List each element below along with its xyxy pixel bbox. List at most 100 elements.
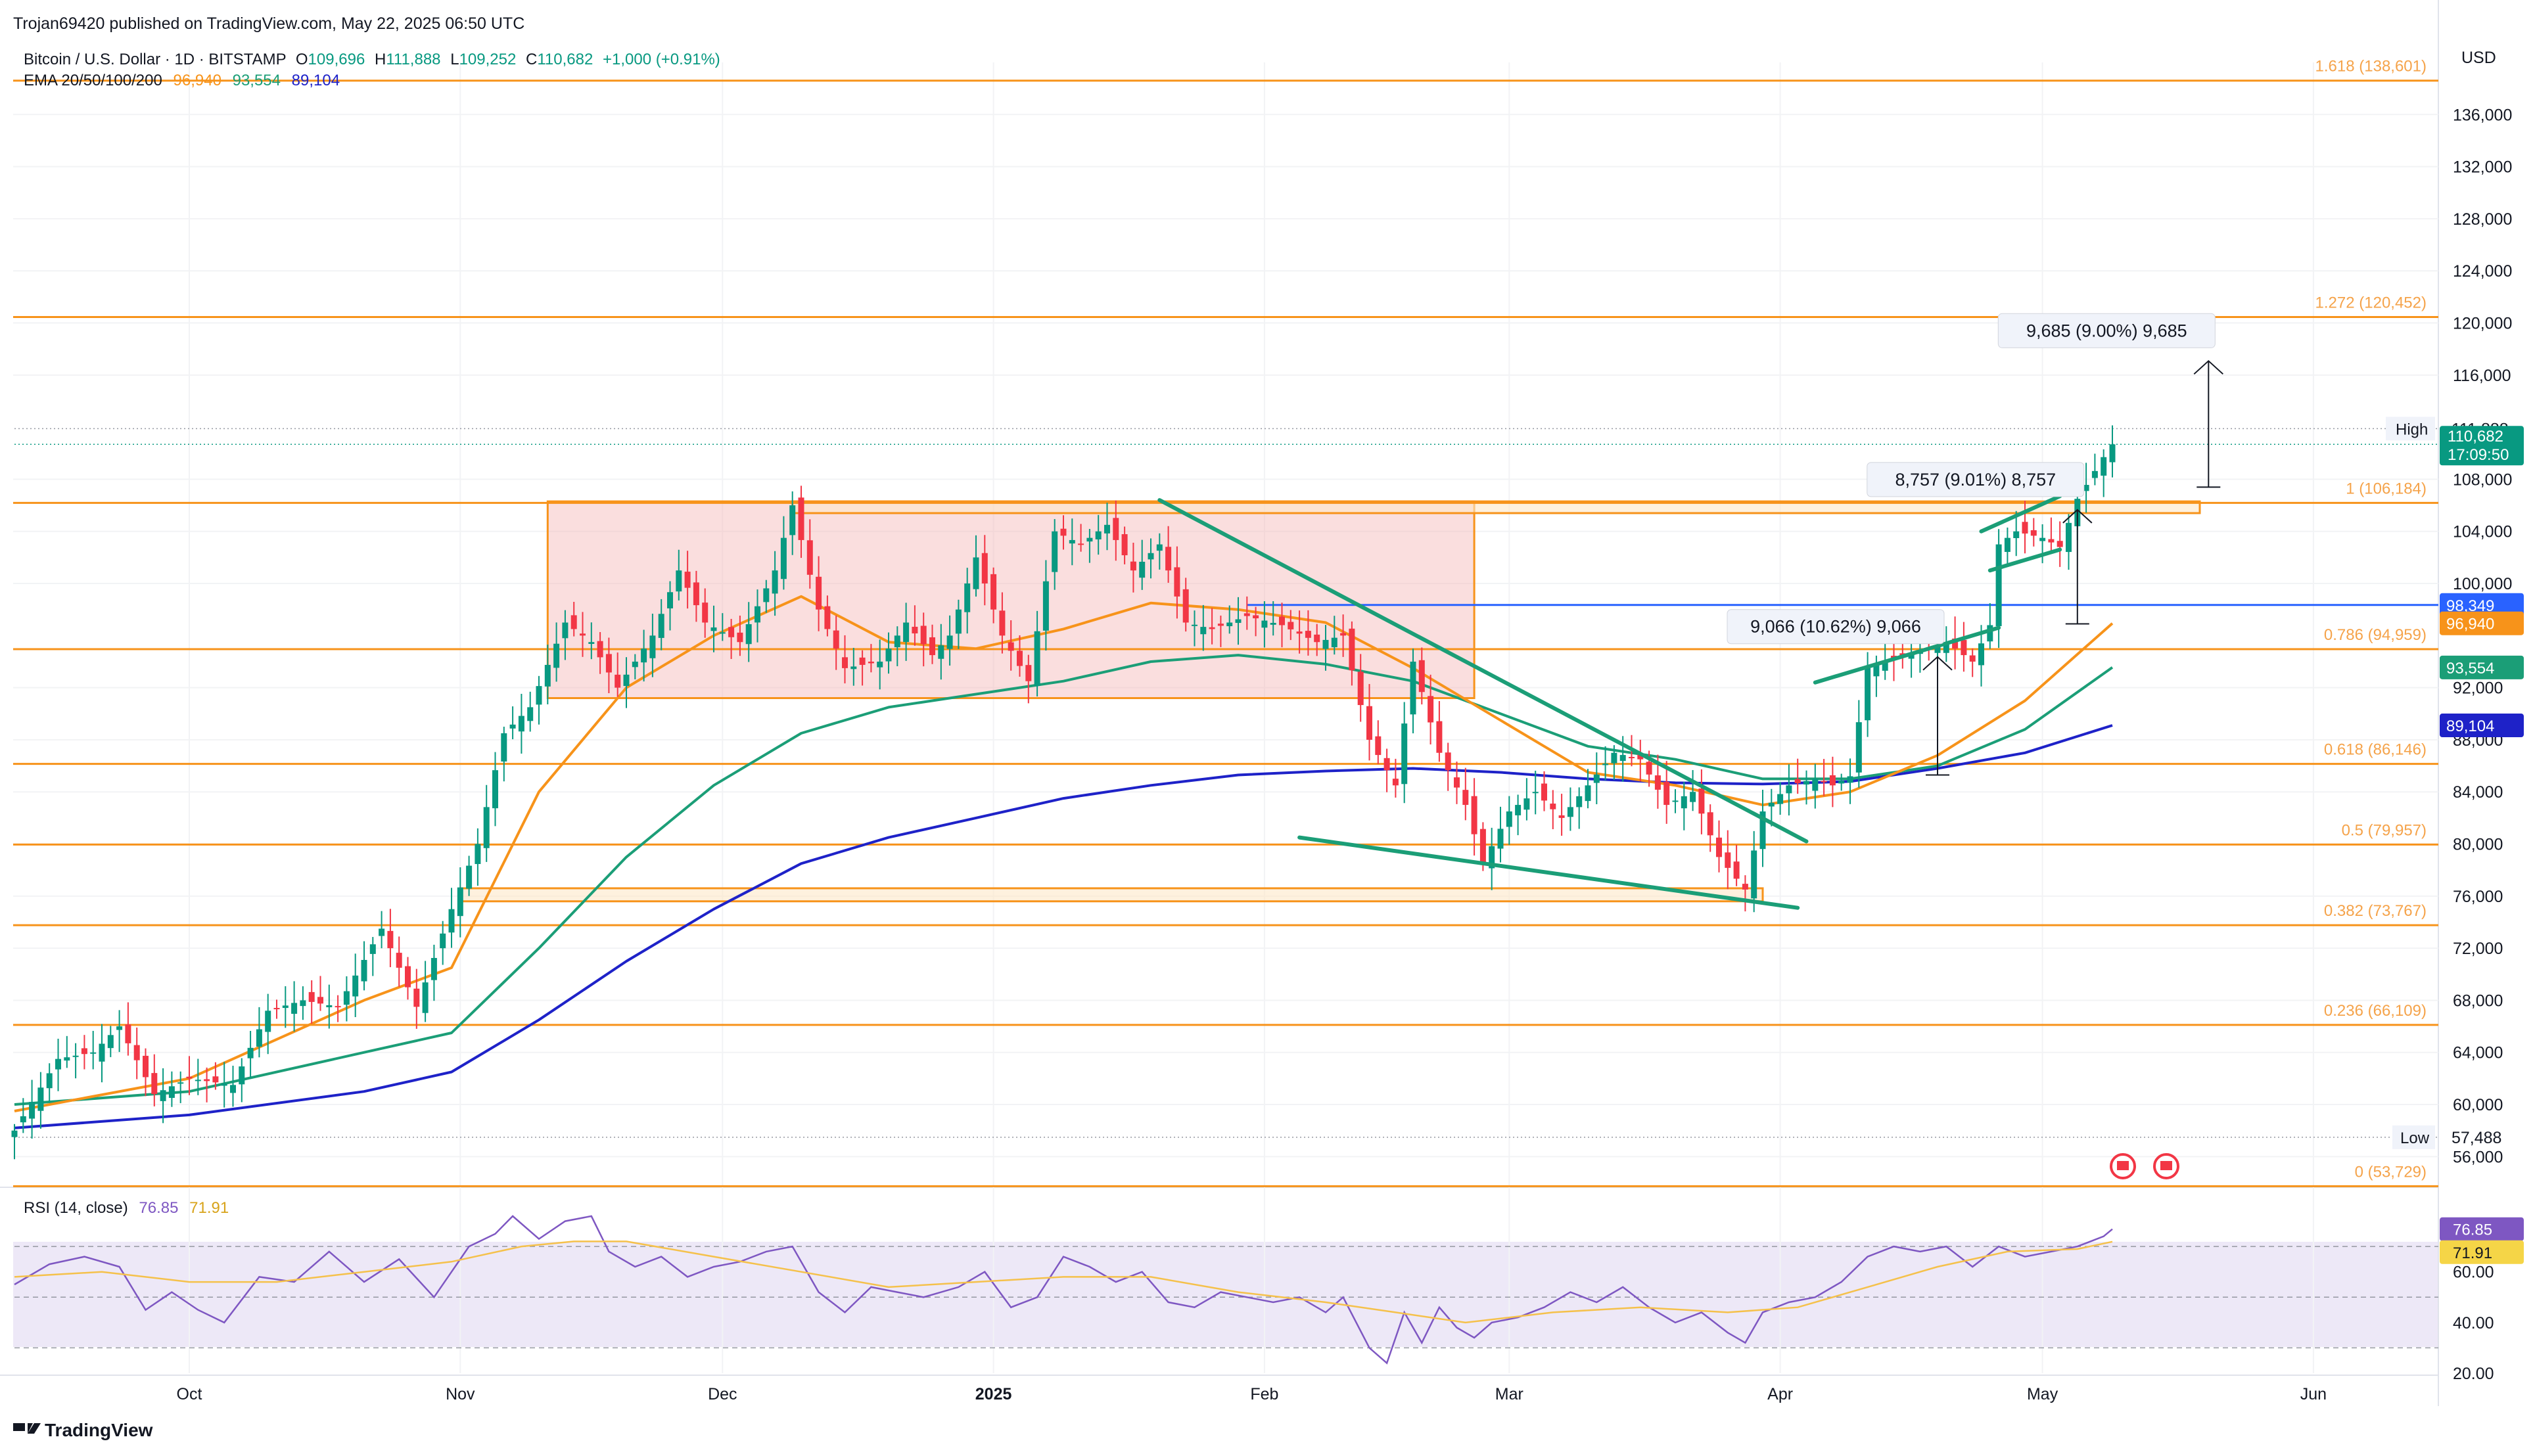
fib-label: 0.382 (73,767) [2324,902,2427,920]
support-box[interactable] [459,887,1764,903]
candle-body [177,1082,184,1084]
price-badge [2440,611,2524,635]
rsi-tick-label: 20.00 [2453,1365,2494,1383]
candle-body [1855,722,1862,773]
low-label: Low [2400,1129,2430,1147]
candle-body [308,991,315,1002]
candle-body [72,1055,79,1057]
candle-body [1235,619,1242,624]
candle-body [1217,624,1224,626]
candle-body [1943,642,1949,653]
fib-label: 0.786 (94,959) [2324,626,2427,644]
candle-body [64,1057,70,1061]
price-tick-label: 124,000 [2453,262,2512,281]
candle-body [1768,802,1775,807]
candle-body [116,1026,123,1030]
rsi-ma-text: 71.91 [2453,1244,2492,1262]
event-flag-icon[interactable] [2153,1153,2179,1179]
tradingview-logo[interactable]: TradingView [13,1420,153,1440]
candle-body [501,733,507,762]
candle-body [509,724,516,729]
candle-body [684,572,691,588]
trendline[interactable] [1813,626,2001,685]
candle-body [1113,518,1119,540]
candle-body [632,661,638,668]
candle-body [1847,776,1853,783]
candle-body [168,1086,175,1098]
trendline[interactable] [1157,498,1809,844]
rsi-legend[interactable]: RSI (14, close) 76.85 71.91 [24,1199,229,1217]
candle-body [160,1090,166,1101]
candle-body [282,1005,289,1009]
candle-body [885,648,892,662]
fib-label: 1.618 (138,601) [2315,58,2427,76]
measurements[interactable]: 9,685 (9.00%) 9,685 8,757 (9.01%) 8,757 9,… [1727,313,2223,776]
price-tick-label: 108,000 [2453,470,2512,489]
candle-body [1611,752,1617,763]
currency-label[interactable]: USD [2461,49,2496,67]
trendline[interactable] [1979,494,2062,534]
candle-body [780,537,787,580]
price-tick-label: 104,000 [2453,523,2512,541]
measure-label-bg [1727,609,1945,645]
rsi-ma-badge [2440,1240,2524,1264]
time-tick-label: May [2027,1385,2058,1403]
candle-body [1532,792,1539,794]
time-tick-label: Nov [446,1385,475,1403]
candle-body [1987,625,1993,642]
candle-body [2091,470,2098,478]
trendlines[interactable] [1157,494,2062,910]
candle-body [868,662,874,664]
time-tick-label: 2025 [975,1385,1012,1403]
candle-body [483,807,490,848]
measure-label: 9,685 (9.00%) 9,685 [2026,321,2187,340]
time-axis[interactable]: Oct Nov Dec 2025 Feb Mar Apr May Jun [177,1385,2327,1403]
fib-label: 0.236 (66,109) [2324,1002,2427,1020]
candle-body [430,958,437,980]
candle-body [527,707,534,721]
candle-body [1619,755,1626,762]
fib-label: 0 (53,729) [2355,1163,2427,1181]
candle-body [273,1008,280,1010]
fib-label: 1.272 (120,452) [2315,294,2427,312]
time-tick-label: Mar [1495,1385,1523,1403]
candle-body [37,1087,44,1111]
candle-body [1357,671,1364,706]
candle-body [2022,522,2028,534]
rsi-value-badge [2440,1217,2524,1241]
candle-body [413,988,420,1007]
tv-logo-icon [13,1423,41,1434]
candle-body [789,505,796,535]
candle-body [833,630,839,649]
candle-body [536,686,542,705]
candle-body [1052,531,1058,572]
candle-body [475,844,481,865]
candle-body [195,1080,201,1081]
event-flag-icon[interactable] [2110,1153,2136,1179]
trendline[interactable] [1297,835,1800,910]
candle-body [1253,615,1259,619]
ema-legend[interactable]: EMA 20/50/100/200 96,940 93,554 89,104 [24,72,340,89]
candle-body [1261,620,1268,628]
candle-body [1978,643,1984,666]
candle-body [379,928,385,936]
trendline[interactable] [1987,547,2062,573]
candle-body [1148,553,1154,560]
price-badge [2440,655,2524,679]
symbol-title[interactable]: Bitcoin / U.S. Dollar · 1D · BITSTAMP O1… [24,51,720,68]
price-badge-text: 89,104 [2446,717,2494,735]
candle-body [1585,785,1591,802]
candle-body [1777,794,1784,804]
candle-body [1489,846,1495,869]
candle-body [2057,541,2063,547]
candle-body [1192,624,1197,626]
rsi-band-fill [13,1242,2438,1347]
price-axis[interactable]: 136,000 132,000 128,000 124,000 120,000 116,0… [2453,106,2512,1166]
price-badges: 98,34996,94093,55489,104High111,888Low57… [2386,417,2524,1149]
candle-body [1436,721,1443,753]
candle-body [1803,781,1809,785]
candle-body [2083,485,2089,491]
candle-body [422,982,429,1013]
candle-body [1279,616,1285,626]
candle-body [343,991,350,1005]
